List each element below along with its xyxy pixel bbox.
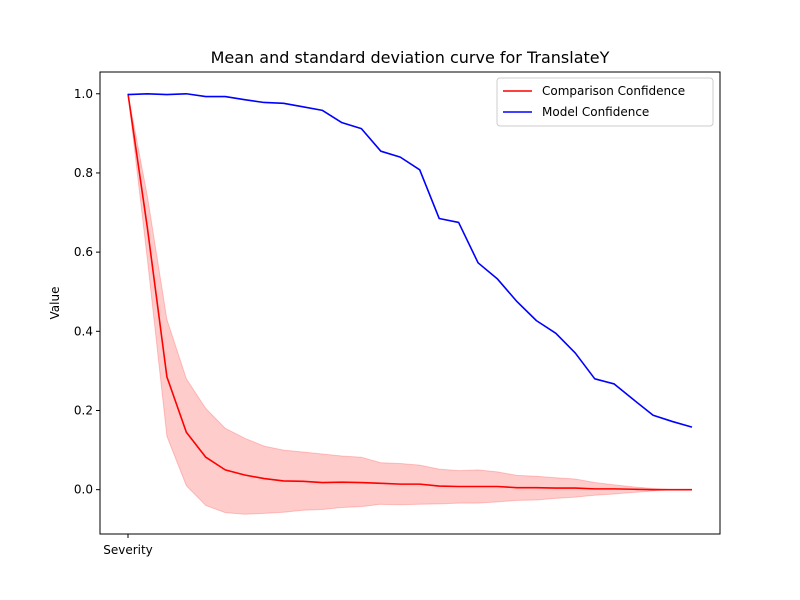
x-axis: Severity	[103, 534, 153, 557]
legend-label-comparison-confidence: Comparison Confidence	[542, 84, 685, 98]
y-tick-label: 0.0	[74, 483, 93, 497]
legend-box	[496, 77, 714, 127]
chart-title: Mean and standard deviation curve for Tr…	[211, 48, 610, 67]
comparison-confidence-std-band	[127, 93, 692, 515]
plot-area	[127, 92, 693, 515]
legend: Comparison Confidence Model Confidence	[496, 77, 714, 127]
legend-label-model-confidence: Model Confidence	[542, 105, 649, 119]
y-axis-label: Value	[48, 287, 62, 320]
y-tick-label: 0.8	[74, 166, 93, 180]
comparison-confidence-line	[127, 93, 692, 491]
y-axis: 0.0 0.2 0.4 0.6 0.8 1.0	[74, 87, 100, 497]
x-tick-label: Severity	[103, 543, 153, 557]
y-tick-label: 0.6	[74, 245, 93, 259]
axes-frame	[99, 71, 721, 535]
y-tick-label: 0.2	[74, 403, 93, 417]
y-tick-label: 0.4	[74, 324, 93, 338]
y-tick-label: 1.0	[74, 87, 93, 101]
model-confidence-line	[127, 92, 693, 428]
